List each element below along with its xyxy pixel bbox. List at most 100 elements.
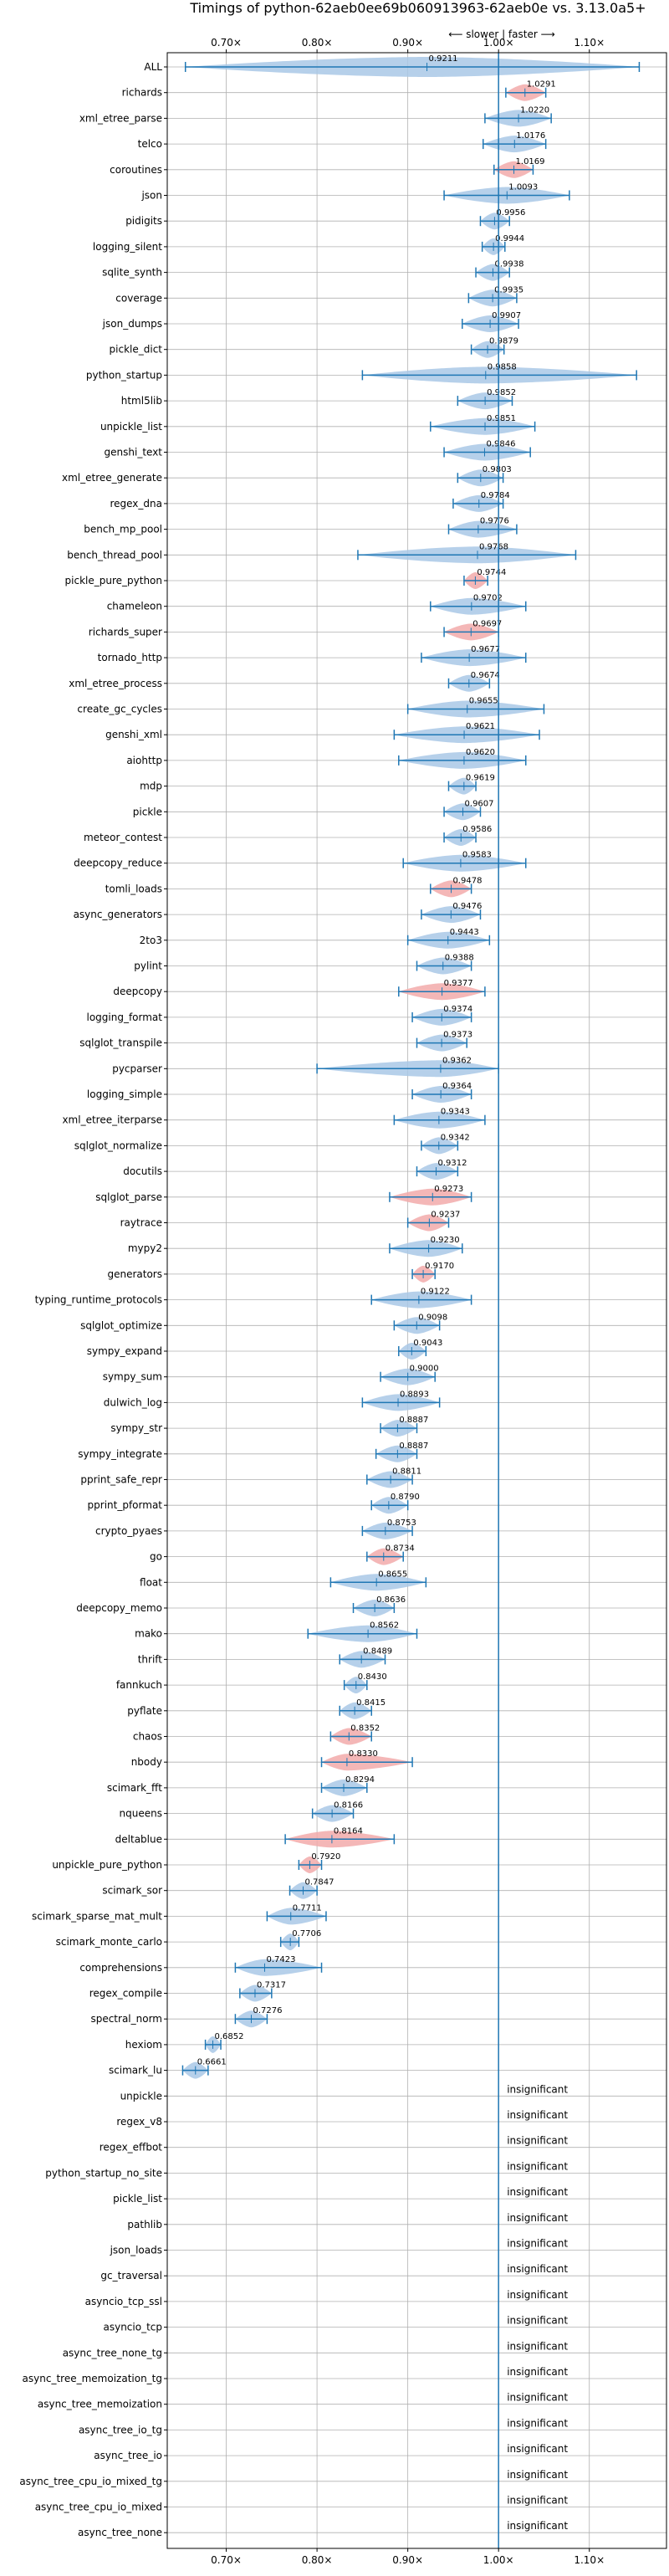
- x-tick-label-bottom: 0.80×: [302, 2554, 333, 2566]
- value-label: 0.8655: [378, 1570, 407, 1579]
- category-label: pickle_pure_python: [65, 575, 162, 586]
- category-label: create_gc_cycles: [77, 704, 162, 715]
- category-label: deltablue: [115, 1833, 162, 1845]
- category-label: 2to3: [140, 935, 162, 946]
- category-label: logging_simple: [87, 1088, 162, 1100]
- category-label: asyncio_tcp_ssl: [85, 2296, 162, 2307]
- insignificant-label: insignificant: [507, 2289, 568, 2301]
- category-label: regex_v8: [116, 2116, 162, 2128]
- value-label: 0.9170: [425, 1262, 454, 1271]
- value-label: 0.9907: [492, 311, 521, 320]
- category-label: docutils: [123, 1165, 162, 1177]
- category-label: bench_mp_pool: [84, 524, 162, 535]
- value-label: 0.7276: [253, 2006, 283, 2015]
- value-label: 0.8893: [400, 1390, 429, 1399]
- category-label: float: [140, 1576, 162, 1588]
- value-label: 0.9586: [462, 825, 492, 834]
- value-label: 0.9674: [471, 671, 500, 680]
- value-label: 0.7920: [311, 1852, 340, 1862]
- category-label: pyflate: [127, 1705, 162, 1717]
- insignificant-label: insignificant: [507, 2238, 568, 2250]
- category-label: pidigits: [125, 215, 162, 227]
- category-label: async_tree_none: [78, 2527, 162, 2538]
- value-label: 1.0291: [527, 80, 556, 90]
- category-label: pickle_dict: [110, 344, 163, 356]
- category-label: async_tree_memoization: [38, 2399, 162, 2410]
- category-label: unpickle: [120, 2090, 162, 2102]
- category-label: sqlglot_normalize: [74, 1139, 162, 1151]
- category-label: mdp: [140, 781, 162, 792]
- value-label: 0.9000: [410, 1365, 439, 1374]
- category-label: xml_etree_parse: [79, 112, 162, 124]
- insignificant-label: insignificant: [507, 2366, 568, 2378]
- category-label: aiohttp: [126, 755, 162, 766]
- value-label: 0.8636: [376, 1595, 406, 1605]
- value-label: 0.9621: [466, 722, 495, 731]
- value-label: 0.9956: [496, 208, 525, 218]
- category-label: sqlite_synth: [102, 267, 162, 279]
- category-label: pickle: [133, 806, 162, 817]
- insignificant-label: insignificant: [507, 2135, 568, 2147]
- value-label: 0.9879: [489, 337, 518, 346]
- category-label: dulwich_log: [104, 1396, 162, 1408]
- insignificant-label: insignificant: [507, 2443, 568, 2455]
- category-label: async_tree_cpu_io_mixed_tg: [19, 2476, 162, 2487]
- value-label: 0.9583: [462, 851, 492, 860]
- category-label: tornado_http: [98, 652, 162, 663]
- value-label: 0.9211: [429, 54, 458, 64]
- x-tick-label-top: 1.00×: [483, 37, 514, 49]
- value-label: 0.9619: [466, 774, 495, 783]
- category-label: gc_traversal: [100, 2270, 162, 2282]
- value-label: 0.9944: [495, 234, 524, 243]
- value-label: 1.0169: [516, 157, 545, 166]
- insignificant-label: insignificant: [507, 2263, 568, 2275]
- value-label: 0.8562: [370, 1621, 399, 1631]
- category-label: pprint_safe_repr: [80, 1474, 162, 1486]
- category-label: raytrace: [120, 1217, 162, 1229]
- category-label: crypto_pyaes: [95, 1525, 162, 1537]
- category-label: xml_etree_generate: [62, 472, 162, 484]
- category-label: mypy2: [128, 1242, 162, 1254]
- category-label: sqlglot_parse: [95, 1191, 162, 1203]
- value-label: 0.9697: [472, 619, 502, 628]
- value-label: 0.9784: [481, 491, 510, 500]
- category-label: typing_runtime_protocols: [35, 1294, 162, 1306]
- value-label: 0.9273: [434, 1185, 463, 1194]
- category-label: generators: [107, 1268, 162, 1280]
- category-label: scimark_sparse_mat_mult: [32, 1910, 162, 1922]
- x-tick-label-bottom: 0.70×: [211, 2554, 242, 2566]
- grid-layer: [167, 53, 666, 2548]
- category-label: json_loads: [110, 2245, 162, 2256]
- chart-title: Timings of python-62aeb0ee69b060913963-6…: [189, 0, 646, 16]
- category-label: python_startup_no_site: [45, 2167, 162, 2179]
- value-label: 0.9768: [479, 542, 508, 551]
- category-label: scimark_monte_carlo: [56, 1936, 162, 1948]
- category-label: meteor_contest: [84, 832, 162, 843]
- value-label: 0.7423: [266, 1955, 295, 1964]
- category-label: chameleon: [107, 601, 162, 612]
- category-label: thrift: [138, 1653, 163, 1665]
- value-label: 0.9803: [483, 465, 512, 474]
- category-label: deepcopy_memo: [76, 1602, 162, 1614]
- value-label: 0.8164: [334, 1826, 363, 1836]
- value-label: 0.9373: [443, 1031, 472, 1040]
- category-label: json: [140, 190, 162, 202]
- category-label: pylint: [134, 960, 162, 972]
- x-tick-label-top: 0.70×: [211, 37, 242, 49]
- category-label: comprehensions: [79, 1962, 162, 1974]
- category-label: genshi_xml: [105, 729, 162, 740]
- value-label: 0.9677: [471, 645, 500, 654]
- value-label: 0.9443: [450, 928, 479, 937]
- category-label: hexiom: [125, 2039, 162, 2051]
- value-label: 0.9122: [421, 1288, 450, 1297]
- value-label: 0.8811: [392, 1467, 421, 1477]
- value-label: 0.8430: [358, 1672, 387, 1682]
- category-label: python_startup: [86, 369, 162, 381]
- value-label: 0.8790: [391, 1493, 420, 1502]
- plot-frame: [166, 52, 667, 2549]
- category-label: regex_dna: [110, 498, 162, 510]
- value-label: 0.6852: [214, 2032, 243, 2041]
- value-label: 0.9388: [445, 954, 474, 963]
- category-label: sqlglot_transpile: [79, 1037, 162, 1049]
- insignificant-label: insignificant: [507, 2083, 568, 2095]
